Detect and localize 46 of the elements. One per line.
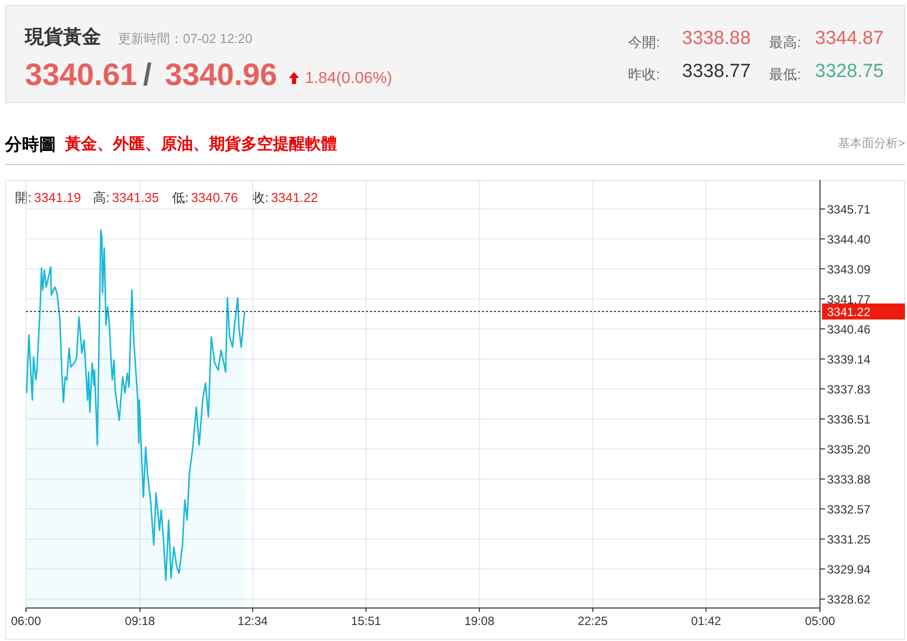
x-tick-label: 06:00 [10, 614, 42, 628]
y-tick-label: 3345.71 [827, 202, 871, 216]
text: 昨收: [628, 66, 660, 82]
annotation: 3340.76 [191, 190, 238, 205]
text: 黃金、外匯、原油、期貨多空提醒軟體 [64, 135, 337, 153]
text: 今開: [628, 34, 660, 50]
y-tick-label: 3341.77 [827, 292, 871, 306]
text: 分時圖 [4, 135, 56, 154]
y-tick-label: 3332.57 [827, 502, 871, 516]
text: 3340.61 [25, 57, 138, 92]
y-tick-label: 3344.40 [827, 232, 871, 246]
ref-line-label: 3341.22 [827, 304, 871, 319]
text: 基本面分析> [838, 136, 905, 150]
text: 3338.77 [682, 61, 751, 82]
text: 1.84(0.06%) [305, 70, 392, 87]
y-tick-label: 3333.88 [827, 472, 871, 487]
text: 3344.87 [815, 28, 884, 49]
y-tick-label: 3335.20 [827, 442, 871, 456]
annotation: 低: [172, 190, 189, 205]
x-tick-label: 19:08 [464, 614, 495, 628]
text: 3340.96 [165, 57, 278, 92]
annotation: 3341.22 [271, 190, 318, 205]
text: / [143, 57, 152, 92]
y-tick-label: 3339.14 [827, 352, 871, 366]
annotation: 3341.19 [34, 190, 81, 205]
chart-title: 現貨黃金 [24, 26, 101, 48]
text: 最低: [769, 66, 801, 82]
y-tick-label: 3337.83 [827, 382, 871, 396]
x-tick-label: 15:51 [351, 614, 382, 628]
x-tick-label: 09:18 [124, 614, 156, 628]
y-tick-label: 3331.25 [827, 532, 871, 547]
y-tick-label: 3343.09 [827, 262, 871, 276]
text: 3328.75 [815, 61, 884, 82]
y-tick-label: 3340.46 [827, 322, 871, 336]
x-tick-label: 05:00 [804, 614, 836, 628]
text: 3338.88 [682, 28, 751, 49]
annotation: 高: [93, 190, 110, 205]
x-tick-label: 01:42 [691, 614, 722, 628]
x-tick-label: 12:34 [238, 614, 268, 628]
annotation: 3341.35 [112, 190, 159, 205]
x-tick-label: 22:25 [578, 614, 608, 628]
y-tick-label: 3329.94 [827, 562, 871, 576]
y-tick-label: 3336.51 [827, 412, 871, 426]
text: 最高: [769, 34, 801, 50]
y-tick-label: 3328.62 [827, 592, 871, 607]
chart-subtitle: 更新時間：07-02 12:20 [118, 31, 252, 46]
